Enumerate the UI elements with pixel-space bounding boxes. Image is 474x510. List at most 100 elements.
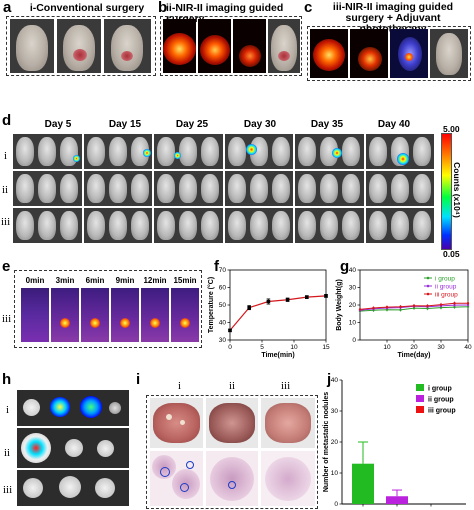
- thermal-image: [171, 288, 199, 342]
- y-tick-label: 30: [349, 285, 357, 292]
- colorbar-max: 5.00: [443, 124, 460, 134]
- imaging-cell: [224, 208, 293, 243]
- thermal-time-label: 15min: [173, 276, 197, 285]
- colorbar-min: 0.05: [443, 249, 460, 259]
- panel-letter-a: a: [3, 0, 12, 16]
- y-tick-label: 50: [219, 302, 227, 309]
- imaging-cell: [13, 208, 82, 243]
- panel-letter-h: h: [2, 371, 12, 388]
- legend-marker: [426, 292, 430, 296]
- data-point: [453, 302, 456, 305]
- day-label-5: Day 5: [44, 119, 72, 130]
- data-point: [305, 295, 309, 299]
- i-col-label-ii: ii: [229, 380, 236, 392]
- y-tick-label: 60: [219, 285, 227, 292]
- x-tick-label: 40: [464, 344, 472, 351]
- y-tick-label: 40: [331, 377, 339, 384]
- legend-label: iii group: [435, 291, 458, 298]
- y-axis-label: Temperature (°C): [207, 277, 215, 333]
- legend-label: i group: [428, 386, 452, 393]
- data-point: [399, 308, 402, 312]
- panel-a-frame: [6, 16, 156, 76]
- imaging-cell: [154, 208, 223, 243]
- nir-image-c1: [310, 29, 348, 78]
- temperature-chart: 30 40 50 60 70 0 5 10 15 Time(min) Temperature (°C…: [207, 267, 330, 359]
- day-label-25: Day 25: [175, 119, 209, 130]
- he-stain-i: [150, 451, 203, 506]
- thermal-image: [111, 288, 139, 342]
- plot-frame: [229, 269, 327, 341]
- imaging-cell: [13, 134, 82, 169]
- y-tick-label: 20: [331, 439, 339, 446]
- imaging-cell: [365, 171, 434, 206]
- thermal-time-label: 3min: [55, 276, 75, 285]
- imaging-cell: [224, 134, 293, 169]
- panel-i-frame: [146, 395, 318, 509]
- row-label-i: i: [4, 150, 8, 162]
- panel-letter-d: d: [2, 112, 12, 129]
- row-label-iii: iii: [1, 216, 11, 228]
- thermal-image: [81, 288, 109, 342]
- x-tick-label: 0: [228, 344, 232, 351]
- data-point: [228, 328, 232, 333]
- thermal-time-label: 0min: [25, 276, 45, 285]
- y-tick-label: 10: [331, 470, 339, 477]
- mouse-photo-b4: [268, 19, 300, 73]
- lung-photo-ii: [206, 398, 258, 448]
- data-point: [372, 306, 375, 310]
- day-label-35: Day 35: [310, 119, 344, 130]
- lung-photo-iii: [261, 398, 315, 448]
- h-row-label-i: i: [6, 404, 10, 416]
- imaging-cell: [224, 171, 293, 206]
- legend-swatch: [416, 406, 424, 413]
- y-axis-label: Body Weight(g): [336, 279, 343, 331]
- panel-e-row-label: iii: [2, 313, 12, 325]
- imaging-cell: [295, 208, 364, 243]
- data-point: [385, 305, 389, 309]
- bar: [352, 463, 374, 504]
- row-label-ii: ii: [2, 184, 9, 196]
- imaging-cell: [295, 171, 364, 206]
- legend-label: i group: [435, 275, 455, 282]
- panel-b-frame: [160, 16, 302, 76]
- lung-photo-i: [150, 398, 203, 448]
- data-point: [266, 299, 271, 304]
- x-tick-label: 15: [322, 344, 330, 351]
- imaging-cell: [83, 208, 152, 243]
- imaging-cell: [13, 171, 82, 206]
- x-tick-label: 5: [260, 344, 264, 351]
- nir-image-c2: [350, 29, 388, 78]
- thermal-image: [51, 288, 79, 342]
- he-stain-iii: [261, 451, 315, 506]
- panel-letter-e: e: [2, 258, 11, 275]
- nir-image-b1: [163, 19, 196, 73]
- imaging-cell: [295, 134, 364, 169]
- mouse-photo-a3: [104, 19, 151, 73]
- data-point: [399, 305, 402, 308]
- panel-c-frame: [307, 26, 471, 81]
- y-tick-label: 30: [219, 337, 227, 344]
- thermal-image: [141, 288, 169, 342]
- imaging-cell: [154, 171, 223, 206]
- panel-letter-f: f: [214, 258, 219, 275]
- lung-nir-image-ii: [17, 428, 129, 468]
- legend-label: ii group: [435, 283, 457, 290]
- data-point: [358, 308, 362, 311]
- thermal-image: [21, 288, 49, 342]
- legend-label: iii group: [428, 408, 456, 415]
- data-point: [412, 304, 416, 307]
- y-tick-label: 30: [331, 408, 339, 415]
- y-axis-label: Number of metastatic nodules: [323, 392, 330, 492]
- body-weight-chart: 0 10 20 30 40 10 20 30 40 Time(day) Body Weight(g)…: [336, 267, 472, 359]
- he-stain-ii: [206, 451, 258, 506]
- mouse-photo-a1: [10, 19, 54, 73]
- legend-swatch: [416, 395, 424, 402]
- data-point: [285, 297, 290, 302]
- x-tick-label: 10: [383, 344, 391, 351]
- imaging-cell: [83, 171, 152, 206]
- data-point: [247, 305, 251, 310]
- imaging-cell: [365, 134, 434, 169]
- colorbar-label: Counts (x10⁴): [452, 162, 462, 218]
- lung-nir-image-iii: [17, 470, 129, 506]
- legend-swatch: [416, 384, 424, 391]
